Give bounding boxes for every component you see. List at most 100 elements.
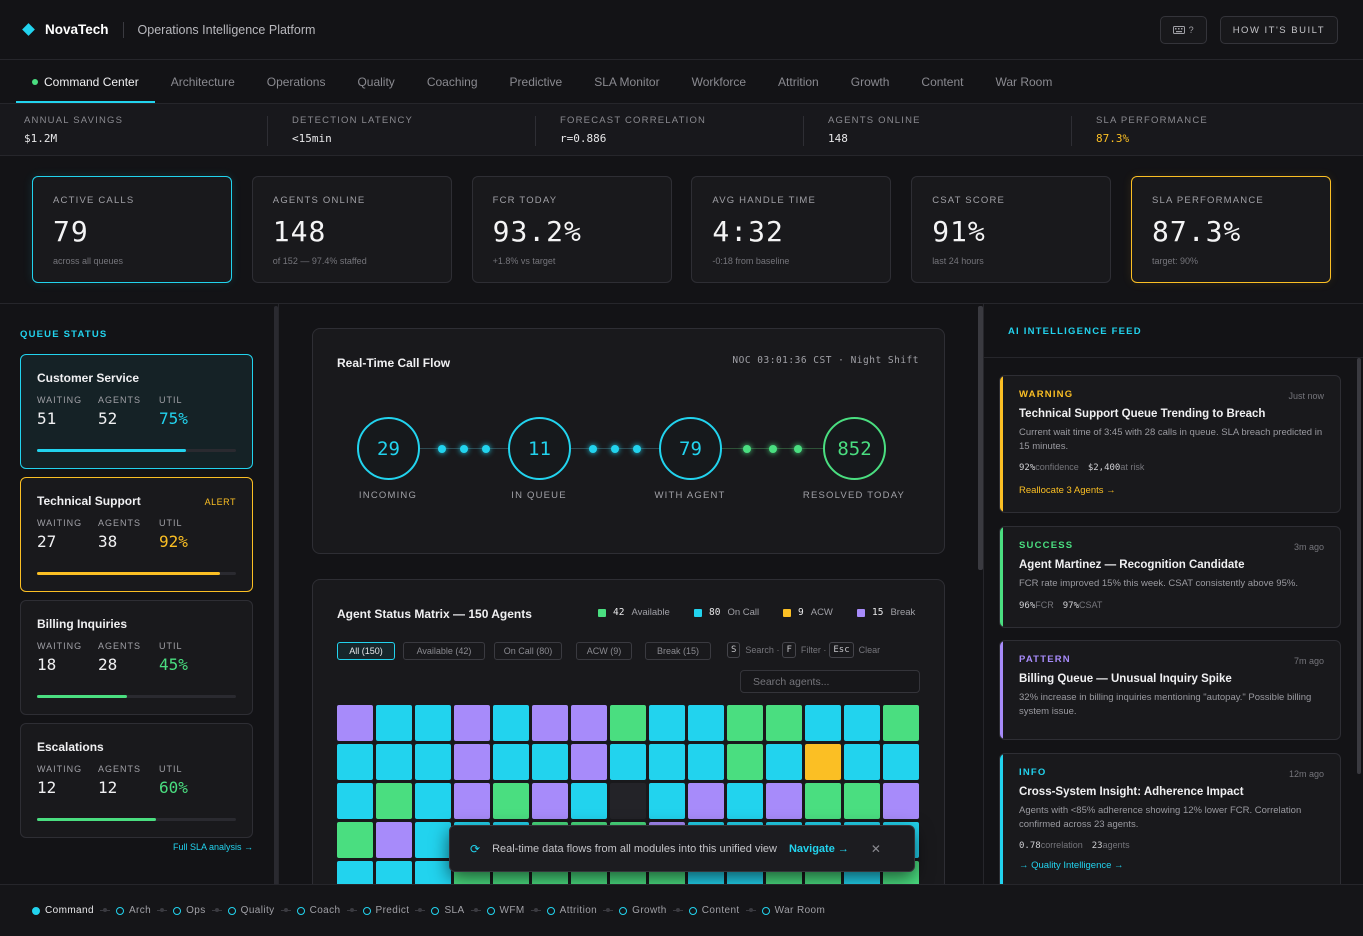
close-icon[interactable]: ✕ (870, 841, 881, 856)
feed-action-link[interactable]: → Quality Intelligence → (1019, 860, 1124, 871)
agent-cell[interactable] (610, 705, 646, 741)
agent-cell[interactable] (688, 705, 724, 741)
feed-scrollbar[interactable] (1357, 358, 1361, 774)
agent-cell[interactable] (805, 705, 841, 741)
agent-cell[interactable] (532, 783, 568, 819)
agent-cell[interactable] (844, 783, 880, 819)
filter-chip[interactable]: Available (42) (403, 642, 485, 660)
tab-quality[interactable]: Quality (341, 61, 410, 103)
bottom-nav-war-room[interactable]: War Room (761, 905, 826, 916)
agent-cell[interactable] (610, 783, 646, 819)
agent-cell[interactable] (844, 705, 880, 741)
agent-cell[interactable] (376, 744, 412, 780)
agent-cell[interactable] (766, 783, 802, 819)
tab-operations[interactable]: Operations (251, 61, 342, 103)
agent-cell[interactable] (727, 744, 763, 780)
tab-war-room[interactable]: War Room (979, 61, 1068, 103)
main-scrollbar[interactable] (978, 306, 983, 570)
brand-name[interactable]: NovaTech (45, 22, 109, 37)
tab-workforce[interactable]: Workforce (676, 61, 762, 103)
agent-cell[interactable] (493, 705, 529, 741)
agent-cell[interactable] (649, 783, 685, 819)
agent-cell[interactable] (415, 783, 451, 819)
agent-cell[interactable] (454, 744, 490, 780)
agent-cell[interactable] (415, 744, 451, 780)
agent-cell[interactable] (649, 744, 685, 780)
agent-cell[interactable] (649, 705, 685, 741)
bottom-nav-quality[interactable]: Quality (227, 905, 275, 916)
agent-cell[interactable] (727, 783, 763, 819)
agent-cell[interactable] (883, 783, 919, 819)
keyboard-shortcuts-button[interactable]: ? (1159, 16, 1207, 44)
how-its-built-button[interactable]: HOW IT'S BUILT (1219, 16, 1338, 44)
queue-card[interactable]: Customer Service WAITING 51 AGENTS 52 UTIL 75% (20, 354, 253, 469)
agent-cell[interactable] (493, 783, 529, 819)
tab-architecture[interactable]: Architecture (155, 61, 251, 103)
agent-cell[interactable] (883, 705, 919, 741)
agent-cell[interactable] (376, 822, 412, 858)
agent-cell[interactable] (688, 744, 724, 780)
agent-cell[interactable] (415, 705, 451, 741)
tab-predictive[interactable]: Predictive (494, 61, 579, 103)
search-agents-input[interactable] (740, 670, 920, 693)
agent-cell[interactable] (805, 744, 841, 780)
bottom-nav-attrition[interactable]: Attrition (546, 905, 598, 916)
agent-cell[interactable] (454, 705, 490, 741)
bottom-nav-sla[interactable]: SLA (431, 905, 464, 916)
agent-cell[interactable] (532, 705, 568, 741)
feed-action-link[interactable]: Reallocate 3 Agents → (1019, 485, 1116, 496)
agent-cell[interactable] (844, 744, 880, 780)
filter-chip[interactable]: On Call (80) (494, 642, 562, 660)
tab-content[interactable]: Content (905, 61, 979, 103)
agent-cell[interactable] (337, 744, 373, 780)
agent-cell[interactable] (883, 744, 919, 780)
agent-cell[interactable] (337, 705, 373, 741)
tab-command-center[interactable]: Command Center (16, 61, 155, 103)
agent-cell[interactable] (337, 822, 373, 858)
agent-cell[interactable] (376, 783, 412, 819)
navigate-link[interactable]: Navigate → (788, 842, 849, 855)
queue-card[interactable]: Escalations WAITING 12 AGENTS 12 UTIL 60% (20, 723, 253, 838)
agent-cell[interactable] (415, 822, 451, 858)
agent-cell[interactable] (376, 861, 412, 885)
full-sla-analysis-link[interactable]: Full SLA analysis → (173, 842, 254, 852)
tab-coaching[interactable]: Coaching (411, 61, 494, 103)
feed-card-info[interactable]: INFO 12m ago Cross-System Insight: Adheren… (999, 753, 1341, 893)
filter-chip[interactable]: All (150) (337, 642, 395, 660)
tab-sla-monitor[interactable]: SLA Monitor (578, 61, 675, 103)
bottom-nav-predict[interactable]: Predict (362, 905, 410, 916)
bottom-nav-arch[interactable]: Arch (115, 905, 151, 916)
queue-card[interactable]: Technical Support ALERT WAITING 27 AGENTS 38 U… (20, 477, 253, 592)
filter-chip[interactable]: ACW (9) (576, 642, 632, 660)
agent-cell[interactable] (610, 744, 646, 780)
bottom-nav-wfm[interactable]: WFM (486, 905, 525, 916)
tab-growth[interactable]: Growth (835, 61, 906, 103)
agent-cell[interactable] (532, 744, 568, 780)
agent-cell[interactable] (376, 705, 412, 741)
agent-cell[interactable] (493, 744, 529, 780)
agent-cell[interactable] (766, 744, 802, 780)
agent-cell[interactable] (337, 783, 373, 819)
agent-cell[interactable] (571, 783, 607, 819)
bottom-nav-coach[interactable]: Coach (296, 905, 341, 916)
agent-cell[interactable] (571, 744, 607, 780)
bottom-nav-ops[interactable]: Ops (173, 905, 206, 916)
bottom-nav-command[interactable]: Command (32, 905, 94, 916)
bottom-nav-growth[interactable]: Growth (619, 905, 667, 916)
agent-cell[interactable] (415, 861, 451, 885)
agent-cell[interactable] (571, 705, 607, 741)
left-scrollbar[interactable] (274, 306, 278, 886)
tab-attrition[interactable]: Attrition (762, 61, 835, 103)
feed-card-success[interactable]: SUCCESS 3m ago Agent Martinez — Recognitio… (999, 526, 1341, 628)
agent-cell[interactable] (337, 861, 373, 885)
agent-cell[interactable] (805, 783, 841, 819)
filter-chip[interactable]: Break (15) (645, 642, 711, 660)
bottom-nav-content[interactable]: Content (688, 905, 740, 916)
feed-card-pattern[interactable]: PATTERN 7m ago Billing Queue — Unusual Inq… (999, 640, 1341, 740)
feed-card-warning[interactable]: WARNING Just now Technical Support Queue T… (999, 375, 1341, 513)
agent-cell[interactable] (688, 783, 724, 819)
agent-cell[interactable] (727, 705, 763, 741)
agent-cell[interactable] (766, 705, 802, 741)
queue-card[interactable]: Billing Inquiries WAITING 18 AGENTS 28 UTIL 45… (20, 600, 253, 715)
agent-cell[interactable] (454, 783, 490, 819)
